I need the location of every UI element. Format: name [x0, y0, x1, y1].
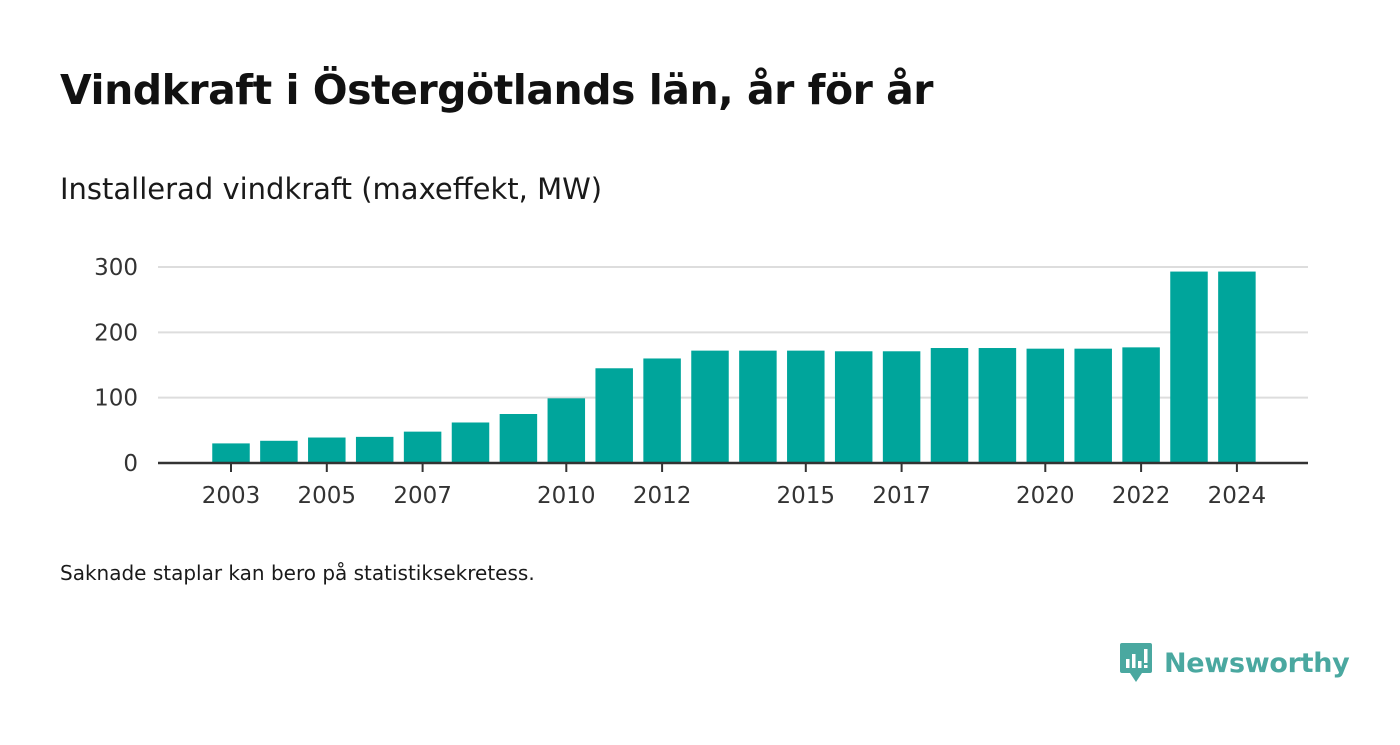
x-tick-label: 2007	[393, 483, 452, 509]
bar-2005	[308, 437, 346, 463]
x-tick-label: 2024	[1208, 483, 1267, 509]
y-tick-labels: 0 100 200 300	[94, 255, 138, 477]
brand-logo-group: Newsworthy	[1118, 641, 1350, 685]
bar-2009	[499, 414, 538, 463]
bar-2008	[451, 422, 490, 463]
footnote: Saknade staplar kan bero på statistiksek…	[60, 561, 535, 585]
bar-2014	[739, 350, 777, 463]
y-tick-label: 0	[123, 451, 138, 477]
bar-2012	[643, 358, 681, 463]
y-tick-label: 300	[94, 255, 138, 281]
bar-2019	[978, 348, 1017, 463]
bar-2004	[260, 440, 298, 463]
x-tick-label: 2022	[1112, 483, 1171, 509]
bar-2022	[1122, 347, 1160, 463]
x-tick-label: 2017	[872, 483, 931, 509]
y-tick-label: 200	[94, 320, 138, 346]
bar-2011	[595, 368, 633, 463]
bar-2015	[787, 350, 825, 463]
bar-2010	[547, 398, 586, 463]
chart-title: Vindkraft i Östergötlands län, år för år	[60, 66, 934, 114]
x-tick-label: 2020	[1016, 483, 1075, 509]
bar-2018	[930, 348, 969, 463]
bar-2007	[403, 431, 442, 463]
bar-2024	[1218, 271, 1256, 463]
bar-2023	[1170, 271, 1208, 463]
x-tick-label: 2012	[633, 483, 692, 509]
bar-chart-speech-bubble-icon	[1120, 643, 1152, 682]
bar-2003	[212, 443, 250, 463]
bars	[212, 271, 1256, 463]
gridlines	[158, 266, 1308, 399]
bar-2020	[1026, 348, 1065, 463]
bar-2013	[691, 350, 729, 463]
x-tick-label: 2003	[202, 483, 261, 509]
y-tick-label: 100	[94, 386, 138, 412]
bar-2006	[355, 436, 394, 463]
x-tick-label: 2010	[537, 483, 596, 509]
x-ticks	[230, 463, 1238, 472]
brand-name: Newsworthy	[1164, 647, 1350, 679]
bar-2021	[1074, 348, 1112, 463]
x-tick-label: 2015	[777, 483, 836, 509]
x-tick-labels: 2003 2005 2007 2010 2012 2015 2017 2020 2022 2024	[202, 483, 1266, 509]
chart-subtitle: Installerad vindkraft (maxeffekt, MW)	[60, 172, 603, 206]
x-tick-label: 2005	[298, 483, 357, 509]
bar-2016	[834, 351, 873, 463]
bar-2017	[882, 351, 921, 463]
